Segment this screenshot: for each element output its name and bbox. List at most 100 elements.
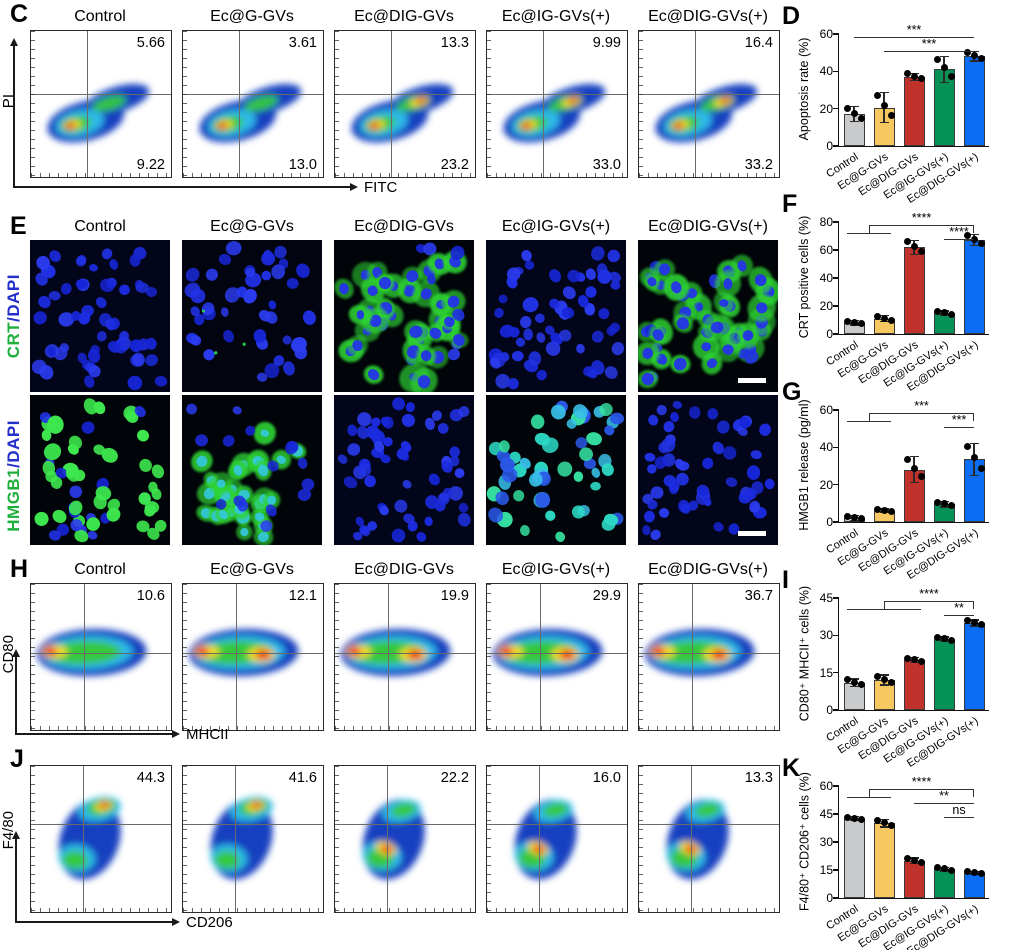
- y-axis-line: [15, 657, 17, 734]
- quadrant-value-top-right: 29.9: [592, 588, 621, 604]
- density-blob: [655, 83, 758, 143]
- scatter-dot: [933, 633, 941, 641]
- significance-line: [944, 615, 974, 617]
- quadrant-value-top-right: 5.66: [136, 35, 165, 51]
- y-axis-arrow-icon: [11, 649, 20, 657]
- bar: [903, 660, 925, 710]
- significance-label: **: [939, 789, 949, 803]
- scatter-dot: [843, 104, 851, 112]
- density-blob: [514, 799, 577, 880]
- quadrant-value-top-right: 44.3: [136, 770, 165, 786]
- y-tick-mark: [833, 897, 839, 899]
- scatter-dot: [947, 502, 955, 510]
- panel-f-chart: F CRT positive cells (%) 0 20 40 60 80 Contro…: [782, 192, 1012, 394]
- scatter-dot: [977, 55, 985, 63]
- y-tick-mark: [833, 813, 839, 815]
- flow-plot: 16.0: [486, 765, 628, 913]
- scatter-dot: [903, 654, 911, 662]
- quadrant-line-horizontal: [183, 824, 323, 826]
- group-title: Ec@IG-GVs(+): [501, 561, 611, 578]
- scatter-dot: [933, 864, 941, 872]
- quadrant-line-vertical: [690, 766, 692, 912]
- x-axis-arrow-icon: [350, 183, 358, 191]
- flow-plot: 9.99 33.0: [486, 30, 628, 178]
- scatter-dot: [910, 656, 918, 664]
- error-bar-cap: [969, 60, 979, 62]
- scatter-dot: [977, 870, 985, 878]
- y-tick-label: 40: [819, 440, 833, 455]
- quadrant-line-horizontal: [31, 824, 171, 826]
- scatter-dot: [910, 72, 918, 80]
- quadrant-line-horizontal: [487, 824, 627, 826]
- group-title: Ec@DIG-GVs: [354, 561, 454, 578]
- quadrant-value-bottom-right: 9.22: [136, 156, 165, 173]
- scatter-dot: [850, 319, 858, 327]
- error-bar-cap: [879, 826, 889, 828]
- scatter-dot: [977, 239, 985, 247]
- micro-image: [486, 240, 626, 392]
- row-label-dapi: /DAPI: [4, 274, 23, 322]
- flow-plot: 29.9: [486, 583, 628, 731]
- quadrant-value-bottom-right: 13.0: [288, 156, 317, 173]
- y-tick-label: 45: [819, 807, 833, 821]
- y-axis-label: CD80: [0, 635, 17, 674]
- micro-image: [182, 395, 322, 545]
- quadrant-value-top-right: 13.3: [440, 35, 469, 51]
- group-title: Ec@G-GVs: [210, 561, 294, 578]
- micro-image: [30, 240, 170, 392]
- x-axis-label: CD206: [186, 914, 233, 931]
- x-axis-ticks: [183, 173, 323, 177]
- scatter-dot: [887, 821, 895, 829]
- panel-letter-k: K: [782, 754, 801, 782]
- scatter-dot: [880, 314, 888, 322]
- group-title: Control: [74, 561, 126, 578]
- micro-image: [486, 395, 626, 545]
- flow-plot: 41.6: [182, 765, 324, 913]
- error-bar-cap: [879, 92, 889, 94]
- quadrant-line-horizontal: [335, 824, 475, 826]
- significance-label: ***: [921, 37, 937, 51]
- scatter-dot: [963, 49, 971, 57]
- y-tick-label: 20: [819, 299, 833, 313]
- y-tick-label: 15: [819, 665, 833, 680]
- quadrant-value-top-right: 41.6: [288, 770, 317, 786]
- bar: [963, 240, 985, 334]
- y-tick-label: 80: [819, 215, 833, 229]
- micro-cells: [31, 247, 168, 391]
- significance-label: ****: [911, 775, 932, 789]
- scatter-dot: [903, 238, 911, 246]
- scatter-dot: [910, 464, 918, 472]
- density-blob: [666, 799, 729, 880]
- density-blob: [351, 83, 454, 143]
- group-title: Ec@DIG-GVs: [354, 8, 454, 25]
- quadrant-line-vertical: [695, 31, 696, 177]
- micro-image: [638, 240, 778, 392]
- group-title: Control: [74, 8, 126, 25]
- error-bar-cap: [909, 253, 919, 255]
- scatter-dot: [857, 681, 865, 689]
- y-axis-ticks: [335, 31, 339, 177]
- scatter-dot: [963, 616, 971, 624]
- y-axis-arrow-icon: [11, 831, 20, 839]
- significance-label: ***: [951, 413, 967, 427]
- quadrant-line-vertical: [538, 766, 540, 912]
- quadrant-line-vertical: [386, 766, 388, 912]
- chart-plot-area: 0 20 40 60 Control Ec@G-GVs Ec@DIG-GVs Ec@IG-GV…: [820, 24, 989, 206]
- y-tick-label: 60: [819, 403, 833, 417]
- density-blob: [362, 799, 425, 880]
- x-axis-ticks: [487, 908, 627, 912]
- error-bar-cap: [909, 455, 919, 458]
- scatter-dot: [940, 865, 948, 873]
- group-title: Ec@DIG-GVs: [354, 218, 454, 235]
- error-bar-cap: [969, 51, 979, 53]
- scatter-dot: [873, 92, 881, 100]
- scatter-dot: [917, 473, 925, 481]
- scatter-dot: [947, 636, 955, 644]
- panel-e-microscopy: E Control Ec@G-GVs Ec@DIG-GVs Ec@IG-GVs(+) E…: [0, 212, 782, 557]
- y-tick-mark: [833, 446, 839, 449]
- scatter-dot: [963, 868, 971, 876]
- y-axis-ticks: [183, 31, 187, 177]
- panel-letter-h: H: [10, 555, 29, 583]
- y-tick-label: 20: [819, 101, 833, 116]
- y-tick-label: 45: [819, 591, 833, 605]
